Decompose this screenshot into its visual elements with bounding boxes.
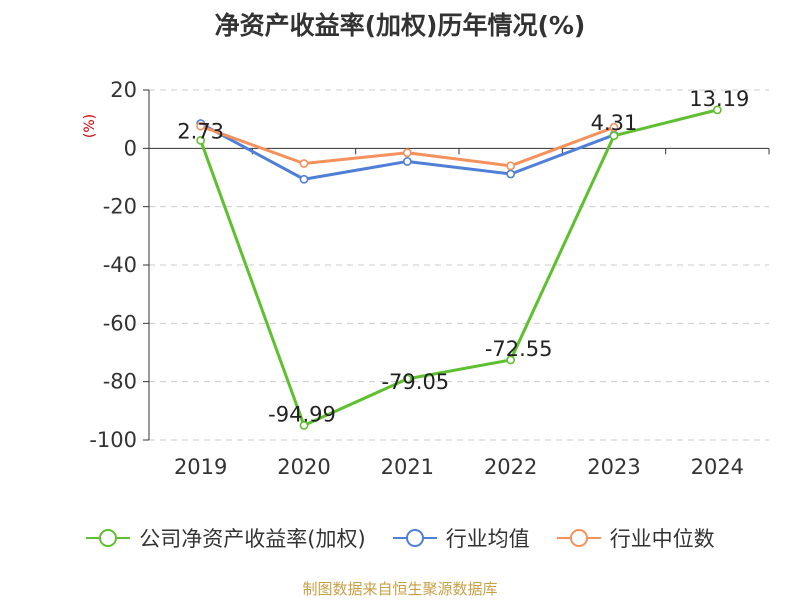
data-point (299, 174, 309, 184)
legend-label: 行业中位数 (609, 527, 715, 551)
legend-item[interactable]: 行业中位数 (556, 523, 715, 553)
legend-marker (392, 529, 437, 547)
data-point (299, 159, 309, 168)
x-tick-label: 2020 (277, 455, 330, 479)
legend-marker (86, 529, 131, 547)
x-tick-label: 2022 (484, 455, 537, 479)
y-tick-label: -60 (103, 311, 137, 335)
data-label: 13.19 (689, 87, 749, 111)
data-point (506, 355, 516, 365)
data-label: -94.99 (268, 402, 336, 426)
data-point (196, 121, 206, 131)
data-point (299, 420, 309, 430)
series-line (199, 108, 718, 427)
x-tick-label: 2021 (381, 455, 434, 479)
x-tick-label: 2023 (587, 455, 640, 479)
y-tick-label: -20 (103, 195, 137, 219)
data-label: -79.05 (381, 370, 449, 394)
data-point (402, 374, 412, 384)
y-tick-label: -100 (89, 428, 137, 452)
x-tick-label: 2024 (691, 455, 744, 479)
legend-item[interactable]: 行业均值 (392, 523, 530, 553)
chart-title: 净资产收益率(加权)历年情况(%) (214, 11, 586, 40)
source-text: 制图数据来自恒生聚源数据库 (302, 580, 498, 598)
data-label: 4.31 (591, 111, 638, 135)
data-point (506, 161, 516, 171)
data-point (712, 105, 722, 115)
data-point (196, 135, 206, 145)
y-axis-label: (%) (82, 114, 98, 138)
legend-label: 公司净资产收益率(加权) (139, 527, 366, 551)
y-tick-label: 0 (124, 136, 137, 160)
y-tick-label: -80 (103, 370, 137, 394)
data-point (402, 157, 412, 166)
x-tick-label: 2019 (174, 455, 227, 479)
legend-marker (556, 529, 601, 547)
y-tick-label: -40 (103, 253, 137, 277)
data-label: 2.73 (177, 119, 224, 143)
data-point (402, 148, 412, 158)
legend-item[interactable]: 公司净资产收益率(加权) (85, 523, 366, 553)
data-point (609, 131, 619, 141)
legend: 公司净资产收益率(加权) 行业均值 行业中位数 (0, 520, 800, 556)
y-tick-label: 20 (110, 78, 137, 102)
data-label: -72.55 (485, 337, 553, 361)
legend-label: 行业均值 (445, 527, 530, 551)
data-point (506, 169, 516, 179)
data-point (609, 122, 619, 132)
